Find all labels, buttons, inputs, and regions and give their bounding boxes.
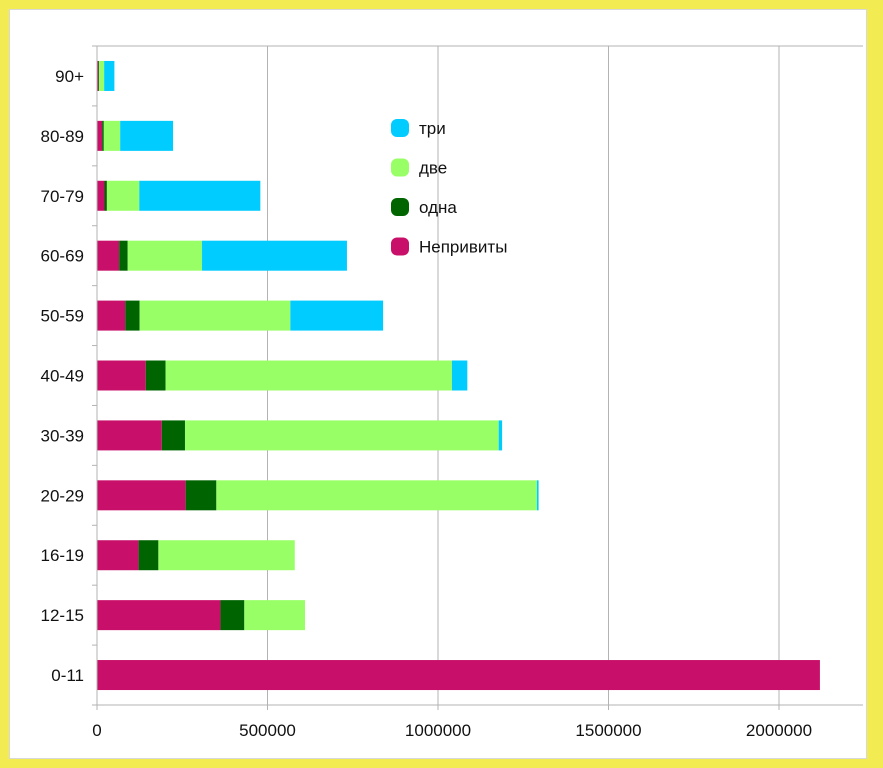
- legend-label: три: [419, 119, 446, 138]
- bar-70-79-три: [139, 180, 261, 211]
- legend-label: две: [419, 159, 447, 178]
- bars: [97, 60, 820, 691]
- bar-20-29-три: [536, 480, 539, 511]
- bar-20-29-две: [216, 480, 537, 511]
- bar-12-15-две: [244, 600, 306, 631]
- legend-label: Непривиты: [419, 238, 507, 257]
- bar-80-89-три: [120, 120, 174, 151]
- bar-50-59-одна: [125, 300, 140, 331]
- legend-label: одна: [419, 198, 457, 217]
- axes: 90+ 80-89 70-79 60-69 50-59 40-49 30-39 20-29 16…: [41, 45, 863, 740]
- x-tick-label: 1000000: [405, 721, 471, 740]
- y-tick-label: 40-49: [41, 367, 84, 386]
- bar-50-59-три: [290, 300, 384, 331]
- bar-90+-три: [104, 60, 115, 91]
- bar-60-69-одна: [119, 240, 128, 271]
- bar-70-79-две: [106, 180, 140, 211]
- bar-60-69-две: [127, 240, 203, 271]
- bar-16-19-одна: [138, 540, 159, 571]
- bar-80-89-две: [103, 120, 121, 151]
- bar-30-39-три: [498, 420, 503, 451]
- y-tick-label: 0-11: [51, 666, 84, 685]
- bar-40-49-одна: [145, 360, 166, 391]
- bar-20-29-Непривиты: [97, 480, 186, 511]
- y-tick-label: 30-39: [41, 426, 84, 445]
- bar-30-39-одна: [161, 420, 185, 451]
- bar-30-39-Непривиты: [97, 420, 162, 451]
- y-tick-label: 50-59: [41, 307, 84, 326]
- bar-16-19-две: [158, 540, 295, 571]
- x-tick-label: 0: [92, 721, 101, 740]
- bar-50-59-две: [139, 300, 291, 331]
- bar-30-39-две: [184, 420, 499, 451]
- bar-60-69-три: [202, 240, 347, 271]
- x-tick-label: 500000: [239, 721, 296, 740]
- bar-40-49-две: [165, 360, 452, 391]
- y-tick-label: 20-29: [41, 486, 84, 505]
- bar-80-89-Непривиты: [97, 120, 103, 151]
- bar-90+-одна: [98, 60, 100, 91]
- bar-90+-две: [99, 60, 105, 91]
- legend-swatch-одна: [391, 198, 409, 216]
- bar-12-15-одна: [220, 600, 245, 631]
- y-tick-label: 70-79: [41, 187, 84, 206]
- legend: три две одна Непривиты: [391, 119, 507, 257]
- y-tick-label: 60-69: [41, 247, 84, 266]
- y-tick-label: 90+: [55, 67, 84, 86]
- x-tick-label: 2000000: [746, 721, 812, 740]
- bar-16-19-Непривиты: [97, 540, 139, 571]
- bar-12-15-Непривиты: [97, 600, 221, 631]
- bar-20-29-одна: [185, 480, 217, 511]
- chart-frame-inner: [9, 9, 867, 759]
- bar-0-11-Непривиты: [97, 660, 820, 691]
- legend-swatch-Непривиты: [391, 237, 409, 256]
- bar-60-69-Непривиты: [97, 240, 120, 271]
- y-tick-label: 12-15: [41, 606, 84, 625]
- bar-50-59-Непривиты: [97, 300, 126, 331]
- bar-80-89-одна: [102, 120, 104, 151]
- y-tick-label: 80-89: [41, 127, 84, 146]
- bar-70-79-одна: [104, 180, 107, 211]
- bar-40-49-три: [451, 360, 468, 391]
- y-tick-label: 16-19: [41, 546, 84, 565]
- bar-40-49-Непривиты: [97, 360, 146, 391]
- bar-90+-Непривиты: [97, 60, 99, 91]
- bar-70-79-Непривиты: [97, 180, 105, 211]
- x-tick-label: 1500000: [575, 721, 641, 740]
- legend-swatch-три: [391, 119, 409, 137]
- legend-swatch-две: [391, 158, 409, 177]
